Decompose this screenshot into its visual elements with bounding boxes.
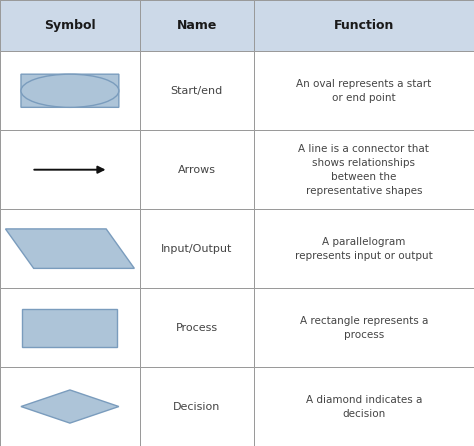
Bar bbox=[0, 209, 140, 288]
Bar bbox=[140, 51, 254, 130]
Bar bbox=[0, 130, 140, 209]
Bar bbox=[140, 130, 254, 209]
Bar bbox=[140, 0, 254, 51]
Bar bbox=[254, 209, 474, 288]
Text: Decision: Decision bbox=[173, 401, 220, 412]
Bar bbox=[140, 288, 254, 367]
Text: An oval represents a start
or end point: An oval represents a start or end point bbox=[296, 79, 431, 103]
Bar bbox=[254, 288, 474, 367]
Text: A diamond indicates a
decision: A diamond indicates a decision bbox=[306, 395, 422, 418]
Bar bbox=[0, 367, 140, 446]
Text: Symbol: Symbol bbox=[44, 19, 96, 32]
Bar bbox=[254, 130, 474, 209]
Bar bbox=[0, 288, 140, 367]
Text: Start/end: Start/end bbox=[171, 86, 223, 96]
Text: Name: Name bbox=[176, 19, 217, 32]
Bar bbox=[0, 0, 140, 51]
Text: Function: Function bbox=[334, 19, 394, 32]
Text: Arrows: Arrows bbox=[178, 165, 216, 175]
Bar bbox=[140, 209, 254, 288]
Text: A line is a connector that
shows relationships
between the
representative shapes: A line is a connector that shows relatio… bbox=[298, 144, 429, 196]
Bar bbox=[254, 367, 474, 446]
Text: A rectangle represents a
process: A rectangle represents a process bbox=[300, 316, 428, 339]
FancyBboxPatch shape bbox=[21, 74, 119, 107]
Bar bbox=[254, 0, 474, 51]
Polygon shape bbox=[21, 390, 119, 423]
Text: Input/Output: Input/Output bbox=[161, 244, 232, 254]
Polygon shape bbox=[6, 229, 134, 268]
Text: Process: Process bbox=[176, 322, 218, 333]
Bar bbox=[0, 51, 140, 130]
Text: A parallelogram
represents input or output: A parallelogram represents input or outp… bbox=[295, 237, 433, 260]
Bar bbox=[254, 51, 474, 130]
Bar bbox=[22, 309, 118, 347]
Bar bbox=[140, 367, 254, 446]
Ellipse shape bbox=[21, 74, 119, 107]
